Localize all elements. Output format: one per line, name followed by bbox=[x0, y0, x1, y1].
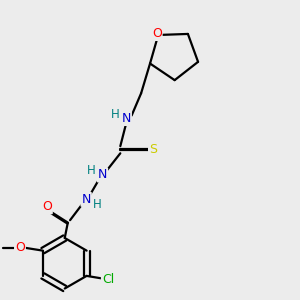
Text: O: O bbox=[42, 200, 52, 213]
Text: O: O bbox=[152, 27, 162, 40]
Text: H: H bbox=[111, 108, 119, 122]
Text: O: O bbox=[15, 241, 25, 254]
Text: N: N bbox=[122, 112, 131, 125]
Text: S: S bbox=[149, 143, 157, 156]
Text: Cl: Cl bbox=[102, 273, 114, 286]
Text: N: N bbox=[81, 193, 91, 206]
Text: H: H bbox=[93, 198, 102, 211]
Text: H: H bbox=[87, 164, 96, 177]
Text: N: N bbox=[98, 169, 107, 182]
